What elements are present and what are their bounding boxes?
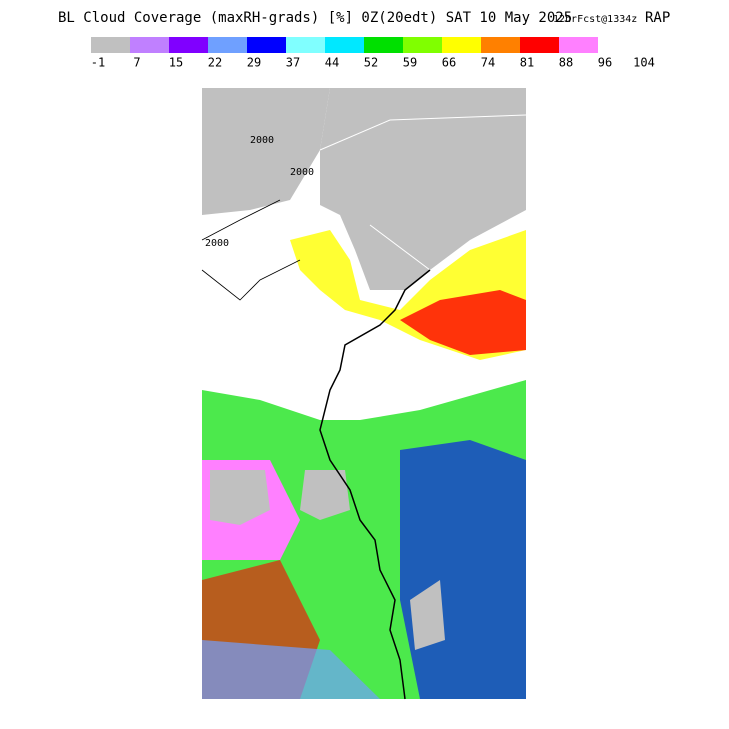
legend-tick-label: 52 <box>364 56 378 70</box>
contour-label: 2000 <box>250 135 274 146</box>
clear-area <box>320 88 526 290</box>
legend-swatch <box>559 37 598 53</box>
legend-tick-label: 88 <box>559 56 573 70</box>
legend-swatch <box>91 37 130 53</box>
legend-tick-label: 59 <box>403 56 417 70</box>
cloud-band <box>202 640 380 699</box>
run-label: 12hrFcst@1334z <box>553 14 637 25</box>
legend-swatch <box>364 37 403 53</box>
legend-tick-label: -1 <box>91 56 105 70</box>
legend-swatch <box>247 37 286 53</box>
clear-area <box>210 470 270 525</box>
legend-swatch <box>325 37 364 53</box>
legend-tick-label: 37 <box>286 56 300 70</box>
clear-area <box>300 470 350 520</box>
legend-tick-label: 74 <box>481 56 495 70</box>
legend-swatch <box>442 37 481 53</box>
terrain-contour <box>201 199 301 301</box>
legend-tick-label: 104 <box>633 56 655 70</box>
legend-tick-label: 29 <box>247 56 261 70</box>
legend-swatch <box>520 37 559 53</box>
legend-swatch <box>169 37 208 53</box>
color-legend: -1 7 15 22 29 37 44 52 59 66 74 81 88 96 104 <box>91 37 655 70</box>
legend-tick-label: 15 <box>169 56 183 70</box>
model-label: RAP <box>645 10 670 26</box>
legend-tick-label: 22 <box>208 56 222 70</box>
contour-label: 2000 <box>205 238 229 249</box>
legend-swatch <box>130 37 169 53</box>
map-panel: 2000 2000 2000 <box>201 88 527 700</box>
legend-tick-label: 81 <box>520 56 534 70</box>
legend-swatch <box>208 37 247 53</box>
legend-swatch <box>403 37 442 53</box>
clear-area <box>410 580 445 650</box>
legend-tick-label: 44 <box>325 56 339 70</box>
legend-tick-label: 7 <box>133 56 140 70</box>
contour-label: 2000 <box>290 167 314 178</box>
cloud-band <box>400 440 526 699</box>
cloud-band <box>400 290 526 355</box>
clear-area <box>202 88 330 215</box>
coastline <box>319 269 431 700</box>
legend-swatch <box>286 37 325 53</box>
state-border <box>319 114 527 271</box>
legend-swatch <box>481 37 520 53</box>
legend-tick-label: 96 <box>598 56 612 70</box>
title: BL Cloud Coverage (maxRH-grads) [%] 0Z(2… <box>58 10 572 26</box>
legend-tick-label: 66 <box>442 56 456 70</box>
